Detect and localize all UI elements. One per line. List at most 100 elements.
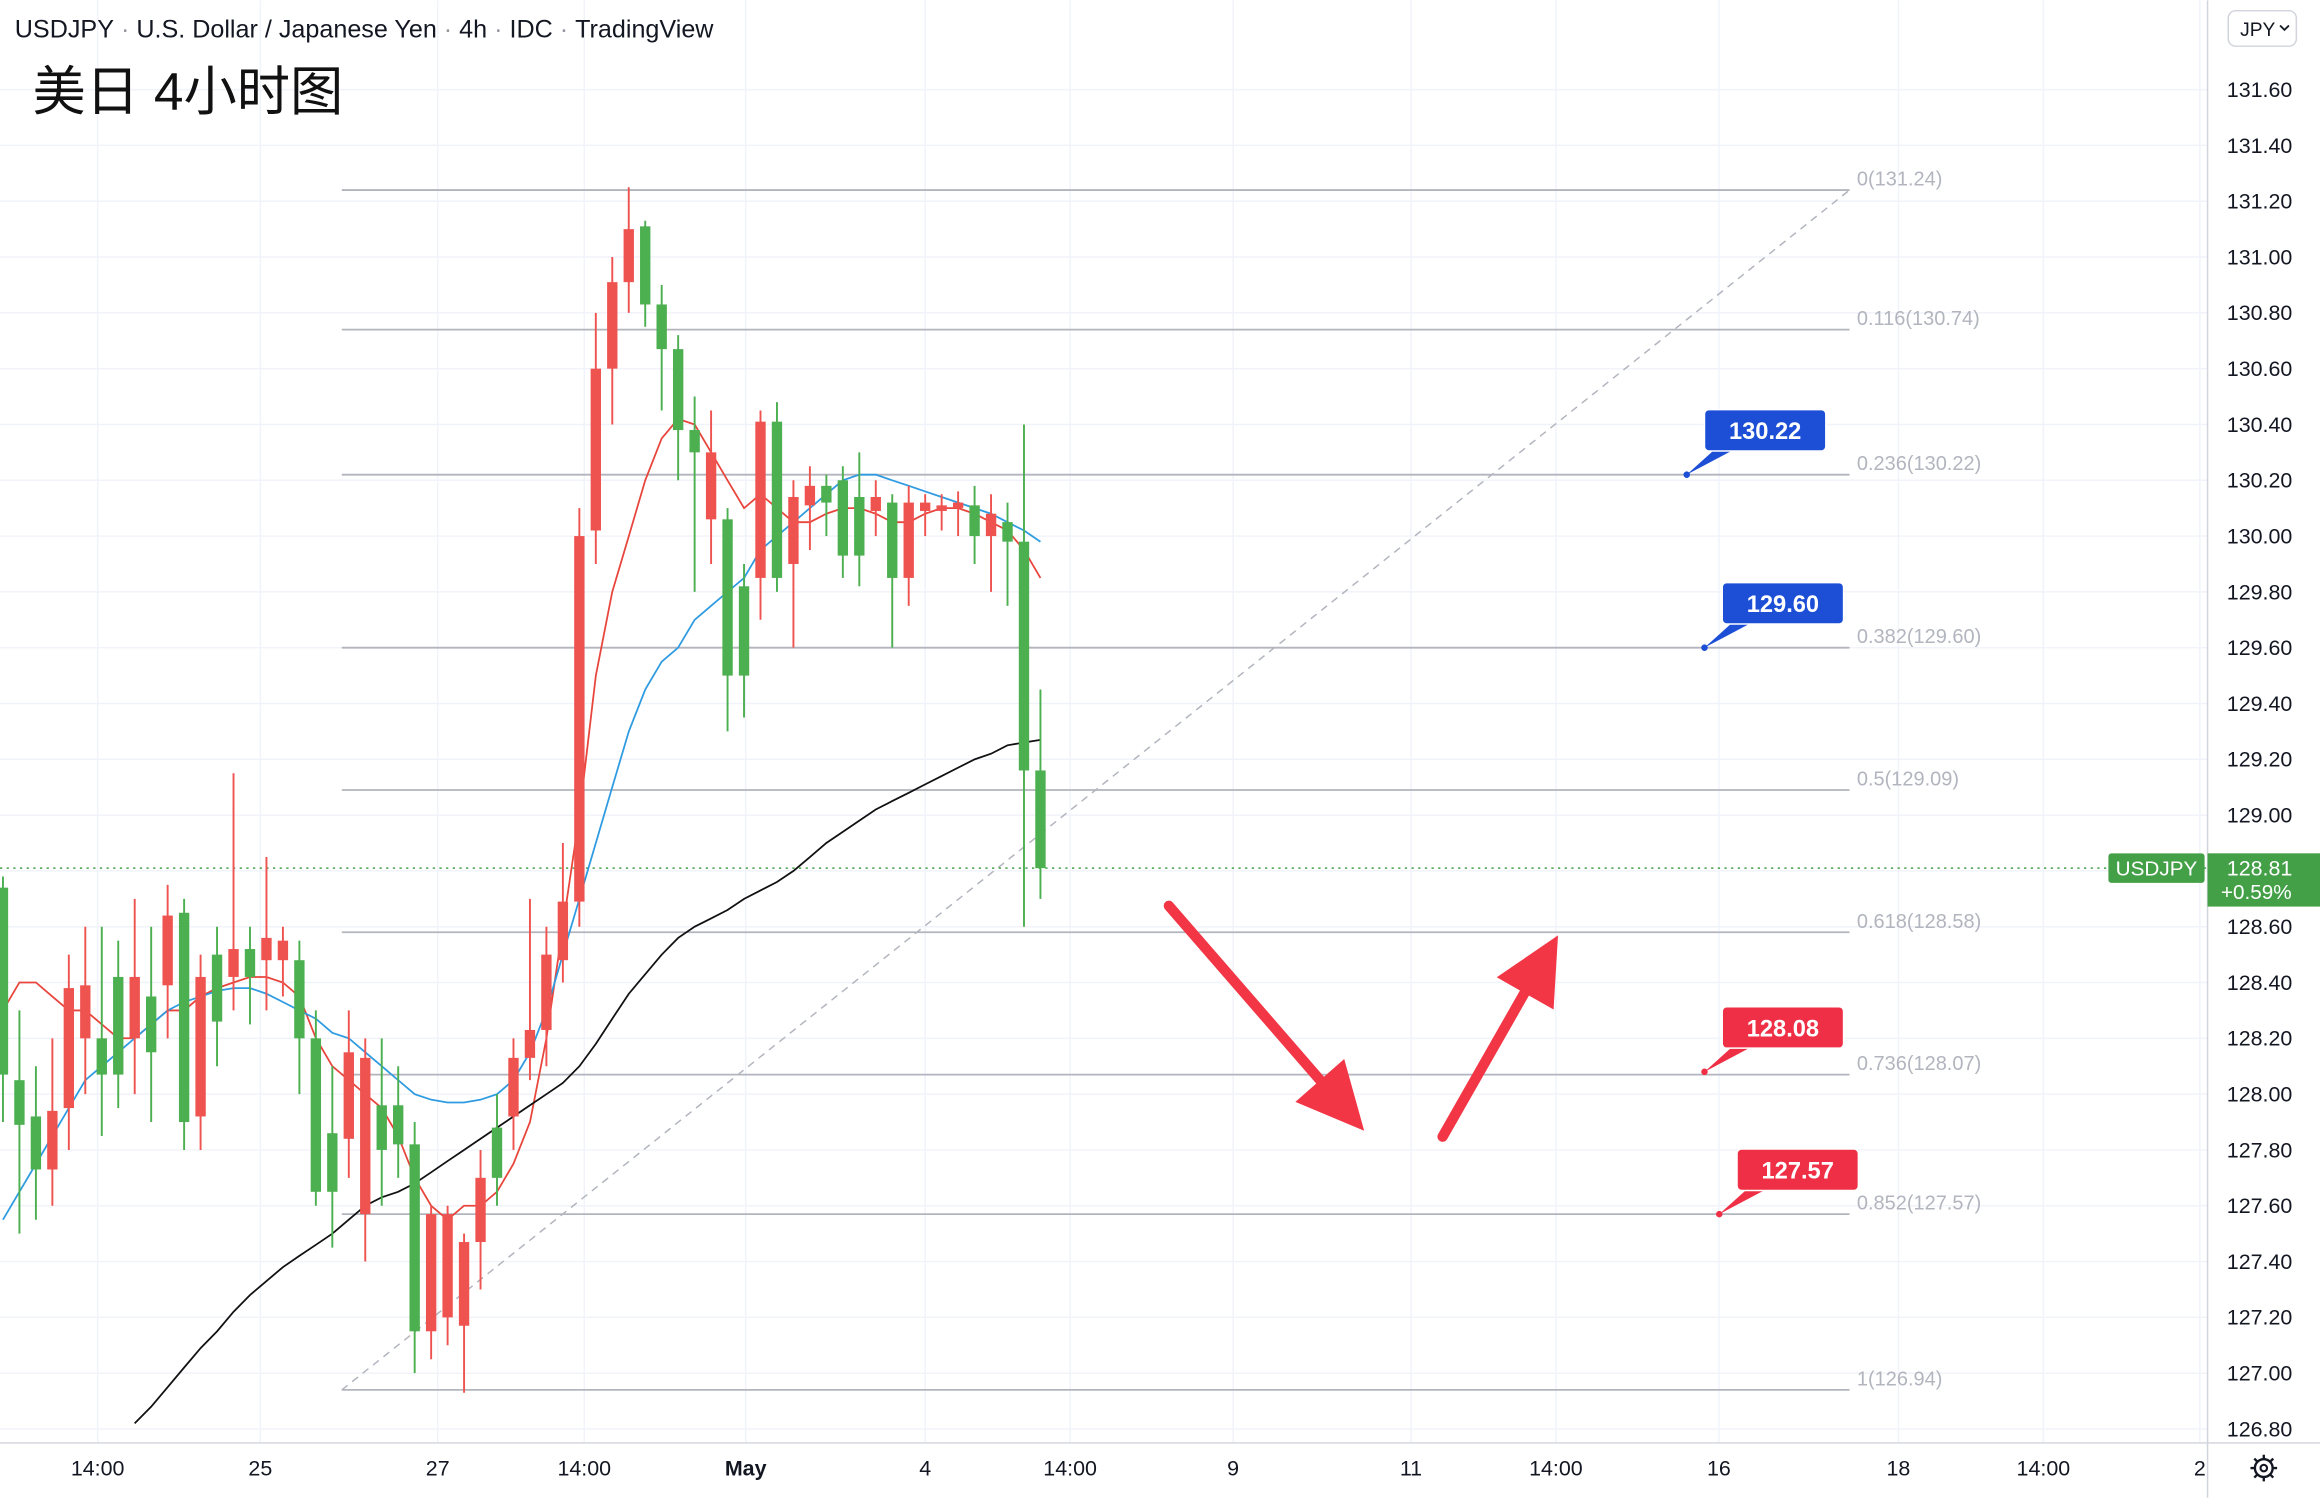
- x-tick-label: 18: [1887, 1456, 1911, 1480]
- callout-box: [1721, 1005, 1845, 1049]
- candle-body: [590, 368, 601, 531]
- currency-button-box[interactable]: [2227, 9, 2298, 47]
- candle-body: [343, 1052, 354, 1139]
- candle-body: [755, 421, 766, 578]
- fib-label: 0.236(130.22): [1857, 453, 1981, 475]
- candle-body: [689, 430, 700, 453]
- y-tick-label: 131.40: [2227, 134, 2293, 158]
- fib-trend-line: [341, 189, 1850, 1391]
- candle-body: [656, 304, 667, 350]
- candle-body: [557, 901, 569, 961]
- separator: ·: [487, 15, 509, 43]
- forecast-arrows: [1163, 900, 1559, 1142]
- callout-label: 130.22: [1729, 419, 1801, 445]
- x-tick-label: 27: [426, 1456, 450, 1480]
- candle-body: [442, 1214, 453, 1318]
- callout-box: [1736, 1148, 1860, 1192]
- y-tick-label: 127.00: [2227, 1362, 2293, 1386]
- y-tick-label: 130.20: [2227, 469, 2293, 493]
- y-tick-label: 129.20: [2227, 748, 2293, 772]
- candle-body: [870, 497, 881, 511]
- candle-body: [195, 976, 206, 1117]
- dropdown-caret[interactable]: [2279, 24, 2290, 32]
- moving-average: [2, 417, 1042, 1221]
- candle-body: [310, 1038, 322, 1192]
- candle-body: [360, 1057, 371, 1215]
- candle-body: [672, 349, 684, 431]
- candle-body: [129, 976, 140, 1039]
- y-tick-label: 128.40: [2227, 971, 2293, 995]
- candle-body: [393, 1105, 404, 1145]
- callout-anchor: [1701, 644, 1708, 651]
- platform: TradingView: [575, 15, 714, 43]
- gear-hub[interactable]: [2259, 1463, 2269, 1473]
- x-tick-label: 9: [1227, 1456, 1239, 1480]
- separator: ·: [114, 15, 136, 43]
- candle-body: [1035, 770, 1046, 869]
- y-tick-label: 131.20: [2227, 190, 2293, 214]
- currency-label[interactable]: JPY: [2240, 20, 2275, 41]
- last-price-box: [2207, 853, 2320, 907]
- candle-body: [887, 502, 898, 578]
- fib-label: 0.852(127.57): [1857, 1193, 1981, 1215]
- candle-body: [607, 282, 618, 369]
- gear-teeth[interactable]: [2250, 1454, 2278, 1482]
- separator: ·: [553, 15, 575, 43]
- header-legend: USDJPY · U.S. Dollar / Japanese Yen · 4h…: [15, 15, 715, 43]
- callout-tail: [1719, 1187, 1770, 1215]
- moving-average: [134, 738, 1041, 1425]
- candle-body: [541, 954, 552, 1030]
- settings-button[interactable]: [2250, 1454, 2278, 1482]
- callout-anchor: [1701, 1068, 1708, 1076]
- candle-body: [178, 912, 190, 1123]
- y-tick-label: 128.60: [2227, 915, 2293, 939]
- separator: ·: [437, 15, 459, 43]
- x-tick-label: May: [725, 1456, 767, 1480]
- candle-body: [14, 1080, 25, 1125]
- arrow-down: [1163, 900, 1330, 1091]
- candle-body: [327, 1133, 338, 1192]
- candle-body: [985, 513, 997, 537]
- last-price-label: 128.81: [2227, 857, 2293, 881]
- y-tick-label: 131.00: [2227, 245, 2293, 269]
- symbol-tag-label: USDJPY: [2116, 858, 2198, 881]
- candle-body: [788, 497, 799, 564]
- candle-body: [623, 229, 634, 283]
- y-tick-label: 130.80: [2227, 301, 2293, 325]
- fib-label: 0.618(128.58): [1857, 911, 1981, 933]
- callout-label: 127.57: [1762, 1159, 1834, 1185]
- x-tick-label: 4: [919, 1456, 931, 1480]
- candle-body: [837, 480, 849, 556]
- y-tick-label: 127.40: [2227, 1250, 2293, 1274]
- arrow-up: [1437, 983, 1533, 1142]
- y-tick-label: 129.80: [2227, 580, 2293, 604]
- moving-average: [2, 473, 1041, 1221]
- price-callout: 130.22: [1683, 408, 1827, 478]
- arrow-head: [1496, 935, 1559, 1010]
- candle-body: [425, 1214, 437, 1332]
- candle-body: [244, 949, 256, 977]
- x-tick-label: 14:00: [1043, 1456, 1097, 1480]
- y-tick-label: 130.60: [2227, 357, 2293, 381]
- candle-body: [920, 502, 931, 511]
- candle-body: [80, 985, 91, 1039]
- last-price-change: +0.59%: [2221, 881, 2292, 904]
- x-tick-label: 2: [2194, 1456, 2206, 1480]
- fib-label: 1(126.94): [1857, 1368, 1942, 1390]
- candle-body: [508, 1057, 519, 1117]
- candle-body: [277, 940, 289, 961]
- candle-body: [0, 887, 9, 1075]
- candle-body: [211, 954, 223, 1022]
- candle-body: [162, 915, 173, 986]
- y-tick-label: 130.00: [2227, 524, 2293, 548]
- symbol-tag: [2108, 853, 2205, 883]
- candle-body: [952, 502, 964, 509]
- candle-body: [574, 536, 585, 902]
- y-tick-label: 128.00: [2227, 1083, 2293, 1107]
- fib-label: 0.382(129.60): [1857, 626, 1981, 648]
- currency-button[interactable]: JPY: [2227, 9, 2298, 47]
- fib-label: 0(131.24): [1857, 169, 1942, 191]
- axes: 126.80 127.00 127.20 127.40 127.60 127.80 128.…: [71, 78, 2320, 1480]
